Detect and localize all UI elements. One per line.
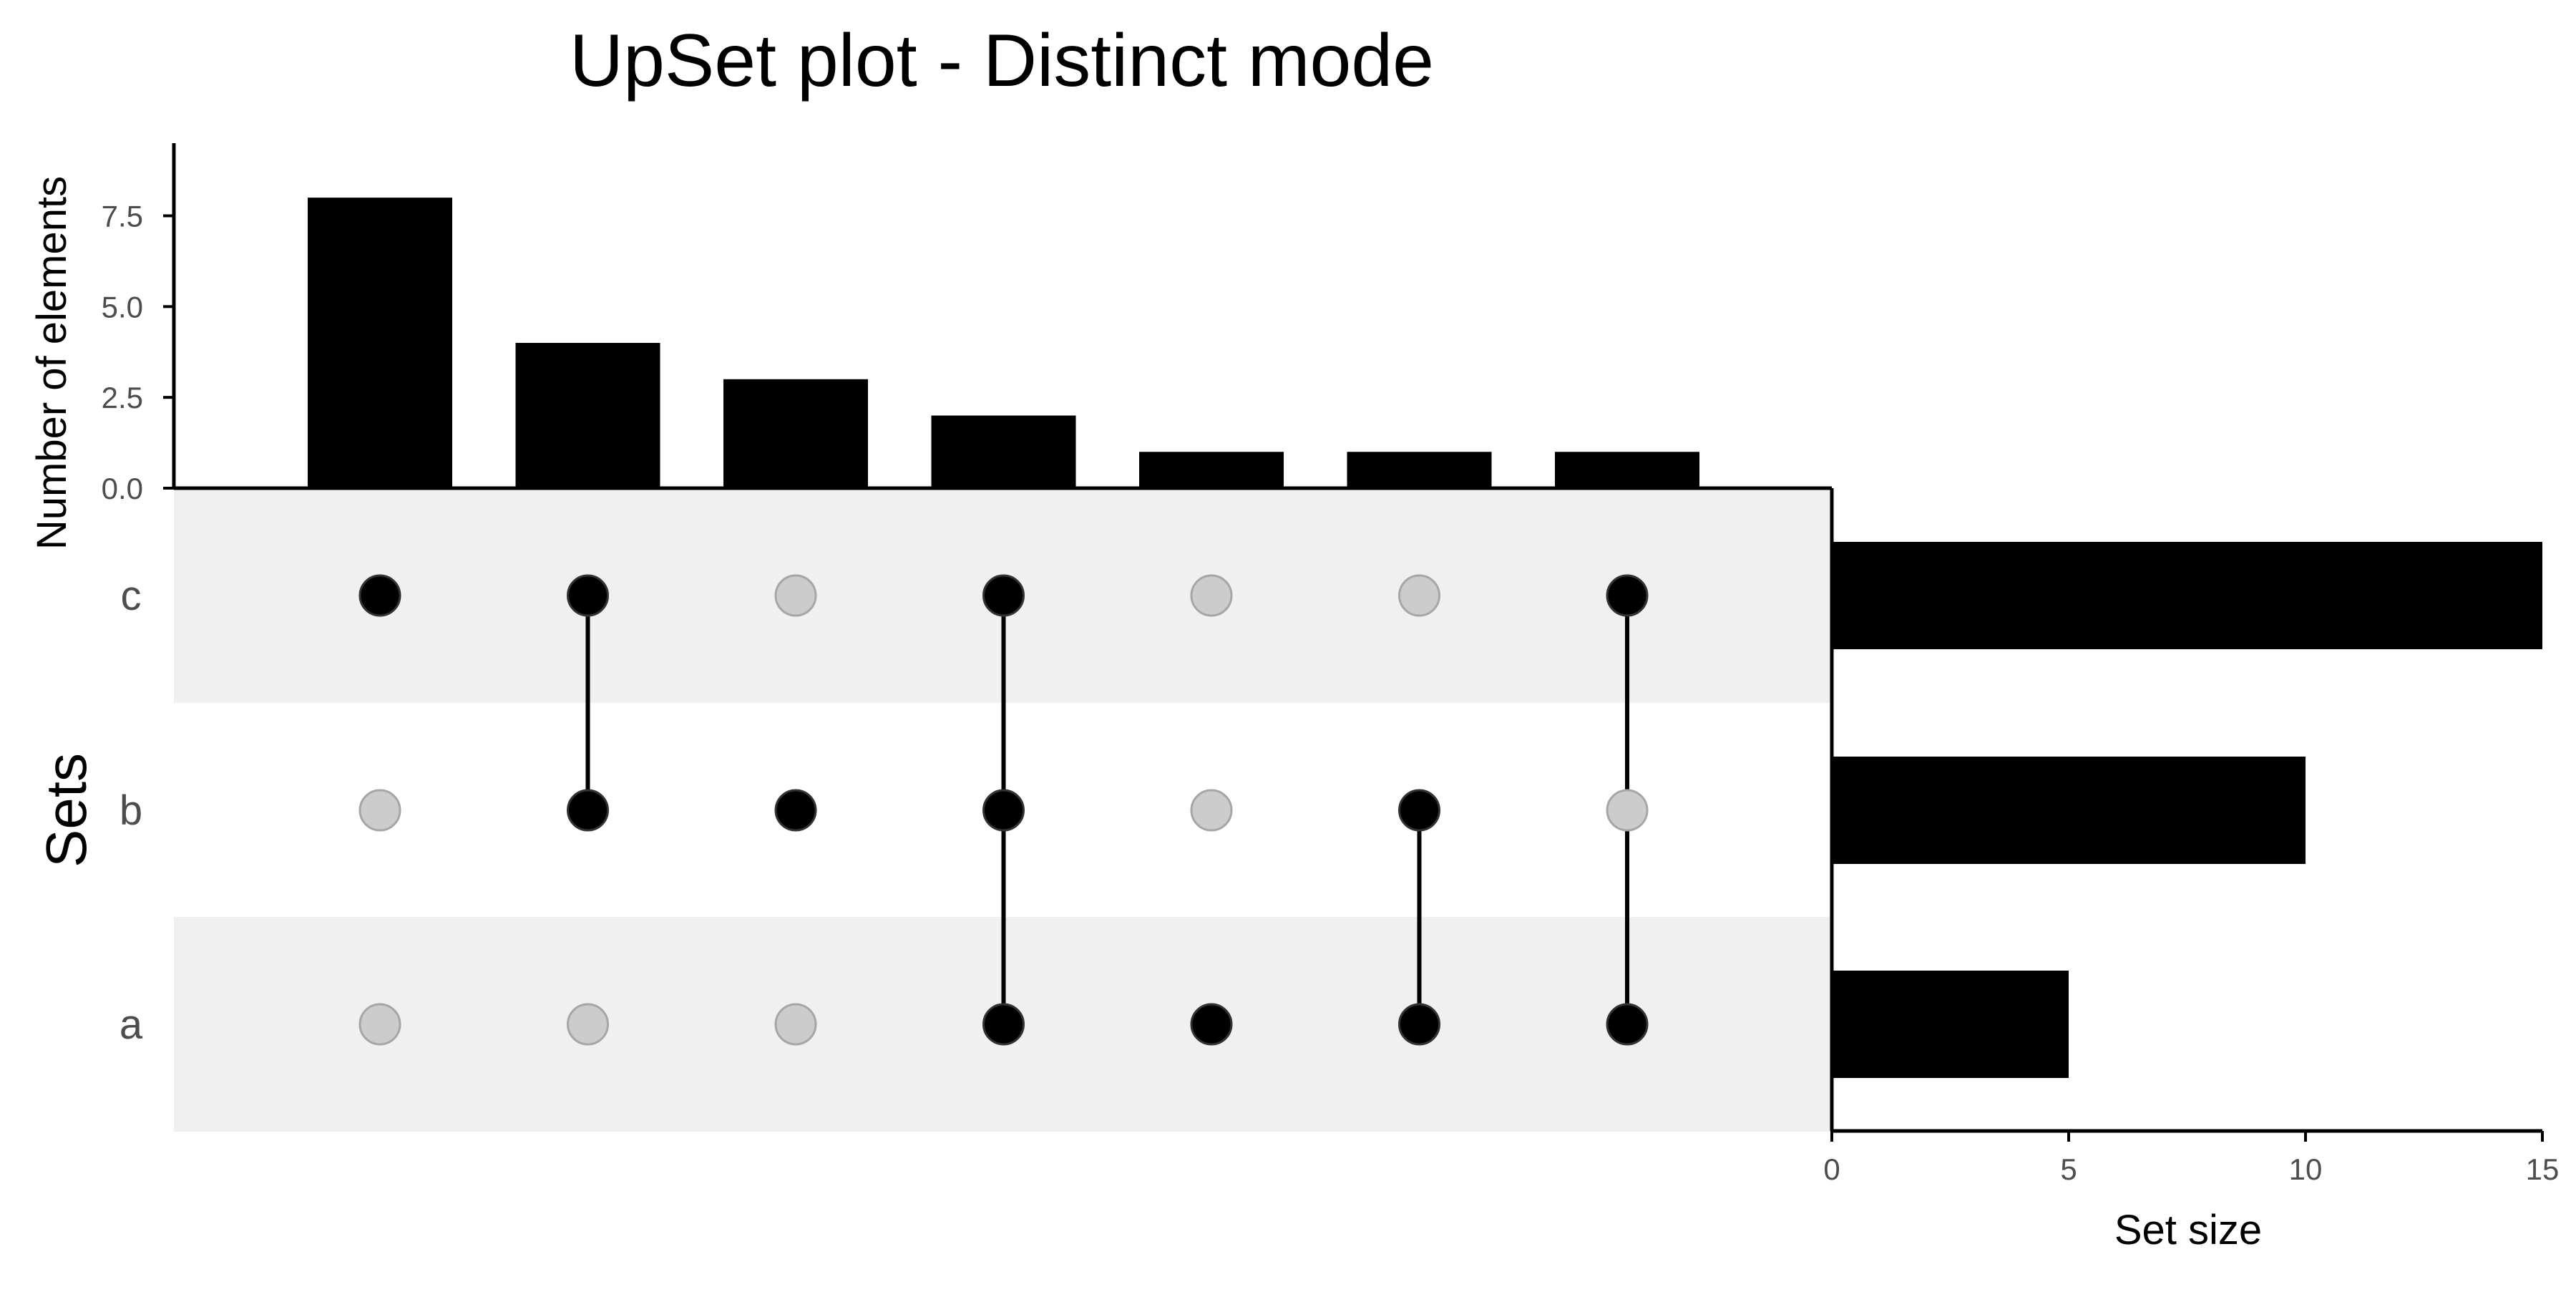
membership-dot-active bbox=[1190, 1003, 1233, 1046]
membership-dot-inactive bbox=[774, 574, 817, 617]
membership-dot-active bbox=[567, 789, 609, 832]
set-size-bars bbox=[1832, 542, 2542, 1078]
set-name-labels: c b a bbox=[119, 573, 143, 1048]
membership-dot-inactive bbox=[1606, 789, 1649, 832]
intersection-y-tick-label: 7.5 bbox=[102, 199, 143, 233]
membership-dot-inactive bbox=[1398, 574, 1440, 617]
set-size-bar-a bbox=[1832, 971, 2069, 1078]
membership-dot-inactive bbox=[1190, 574, 1233, 617]
membership-dot-inactive bbox=[567, 1003, 609, 1046]
membership-dot-active bbox=[358, 574, 401, 617]
chart-title: UpSet plot - Distinct mode bbox=[570, 19, 1434, 102]
set-size-x-tick-label: 10 bbox=[2289, 1152, 2323, 1186]
membership-matrix bbox=[358, 574, 1649, 1046]
set-size-x-axis: 0 5 10 15 bbox=[1823, 488, 2559, 1186]
membership-dot-active bbox=[774, 789, 817, 832]
membership-dot-active bbox=[567, 574, 609, 617]
set-size-axis-label: Set size bbox=[2114, 1207, 2262, 1253]
set-size-x-tick-label: 15 bbox=[2526, 1152, 2560, 1186]
intersection-bar bbox=[931, 415, 1076, 488]
set-label-c: c bbox=[121, 573, 142, 619]
membership-dot-active bbox=[1398, 1003, 1440, 1046]
membership-dot-active bbox=[1606, 574, 1649, 617]
membership-dot-active bbox=[982, 1003, 1025, 1046]
membership-dot-inactive bbox=[1190, 789, 1233, 832]
intersection-y-tick-label: 2.5 bbox=[102, 381, 143, 414]
intersection-y-tick-label: 0.0 bbox=[102, 472, 143, 505]
intersection-bar bbox=[1347, 452, 1492, 488]
membership-dot-inactive bbox=[774, 1003, 817, 1046]
set-label-a: a bbox=[119, 1001, 143, 1048]
membership-dot-inactive bbox=[358, 789, 401, 832]
intersection-bar bbox=[1555, 452, 1699, 488]
membership-dot-inactive bbox=[358, 1003, 401, 1046]
intersection-bar bbox=[308, 198, 452, 488]
membership-dot-active bbox=[1398, 789, 1440, 832]
sets-axis-label: Sets bbox=[34, 753, 98, 868]
intersection-axis-label: Number of elements bbox=[29, 176, 75, 550]
intersection-bar bbox=[515, 343, 660, 488]
intersection-bars bbox=[308, 198, 1699, 488]
set-size-bar-b bbox=[1832, 757, 2306, 864]
intersection-bar bbox=[1139, 452, 1284, 488]
membership-dot-active bbox=[982, 574, 1025, 617]
intersection-y-tick-label: 5.0 bbox=[102, 290, 143, 324]
intersection-y-axis: 0.0 2.5 5.0 7.5 bbox=[102, 143, 1832, 505]
membership-dot-active bbox=[1606, 1003, 1649, 1046]
intersection-bar bbox=[723, 379, 868, 488]
set-size-x-tick-label: 0 bbox=[1823, 1152, 1840, 1186]
set-size-bar-c bbox=[1832, 542, 2542, 649]
set-size-x-tick-label: 5 bbox=[2060, 1152, 2077, 1186]
membership-dot-active bbox=[982, 789, 1025, 832]
set-label-b: b bbox=[119, 787, 142, 834]
